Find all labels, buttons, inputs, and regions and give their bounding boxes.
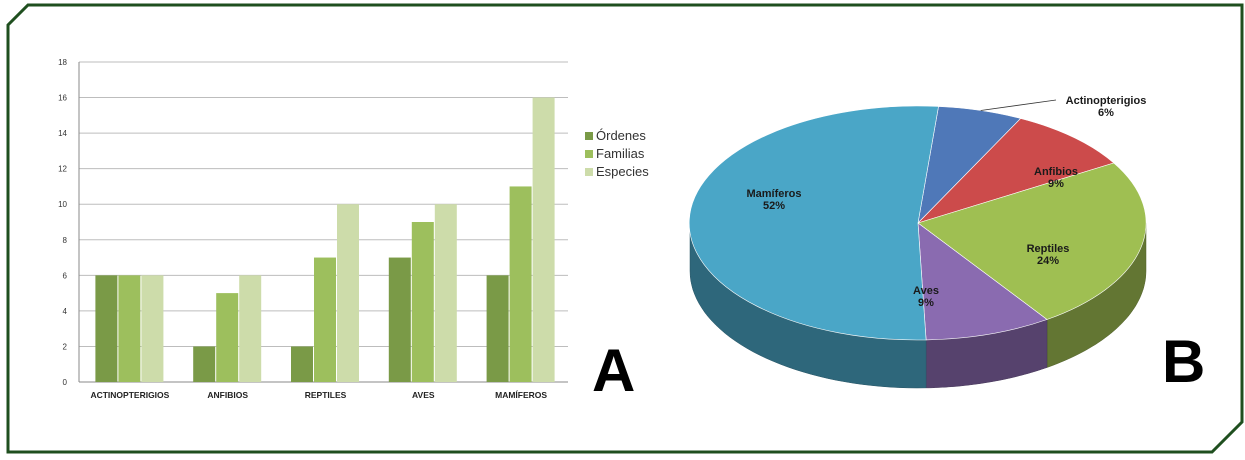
y-tick-label: 18 xyxy=(58,58,67,67)
bar xyxy=(434,204,457,382)
pie-slice-label: Anfibios xyxy=(1034,166,1078,178)
x-tick-label: ANFIBIOS xyxy=(207,390,248,400)
y-tick-label: 8 xyxy=(63,236,68,245)
bar xyxy=(532,97,555,383)
bar xyxy=(411,222,434,382)
pie-slice-label: Aves xyxy=(913,285,939,297)
x-tick-label: AVES xyxy=(412,390,435,400)
panel-letter-a: A xyxy=(592,337,635,404)
legend-swatch xyxy=(585,132,593,140)
bar xyxy=(291,346,313,382)
bar-chart: 0 2 4 6 8 10 12 14 16 18 ACTINOPTERIGIOS ANFIBIOS RE… xyxy=(58,58,649,400)
y-tick-label: 12 xyxy=(58,165,67,174)
bar xyxy=(141,275,164,382)
y-tick-label: 16 xyxy=(58,94,67,103)
legend-swatch xyxy=(585,168,593,176)
bar xyxy=(388,257,411,382)
legend-label: Familias xyxy=(596,146,645,161)
legend-label: Órdenes xyxy=(596,128,646,143)
panel-letter-b: B xyxy=(1162,328,1205,395)
legend-swatch xyxy=(585,150,593,158)
pie-slice-percent: 52% xyxy=(763,200,785,212)
y-tick-label: 6 xyxy=(63,271,68,280)
y-tick-label: 10 xyxy=(58,200,67,209)
pie-slice-percent: 9% xyxy=(918,297,934,309)
pie-slice xyxy=(917,222,1048,341)
bar xyxy=(216,293,239,382)
y-tick-label: 4 xyxy=(63,307,68,316)
pie-slice-label: Reptiles xyxy=(1027,243,1070,255)
x-tick-label: REPTILES xyxy=(305,390,347,400)
pie-slice-percent: 9% xyxy=(1048,178,1064,190)
pie-chart: Actinopterigios6%Anfibios9%Reptiles24%Av… xyxy=(688,95,1147,389)
pie-slice-percent: 6% xyxy=(1098,107,1114,119)
x-tick-label: ACTINOPTERIGIOS xyxy=(90,390,169,400)
pie-slice xyxy=(917,118,1115,224)
bar xyxy=(193,346,216,382)
y-tick-label: 0 xyxy=(63,378,68,387)
bar xyxy=(337,204,359,382)
legend-label: Especies xyxy=(596,164,649,179)
bar xyxy=(118,275,141,382)
bar xyxy=(95,275,118,382)
bar xyxy=(239,275,262,382)
x-tick-label: MAMÍFEROS xyxy=(495,390,547,400)
y-tick-label: 14 xyxy=(58,129,67,138)
pie-slice xyxy=(917,162,1147,320)
pie-slice-label: Mamíferos xyxy=(746,188,801,200)
pie-slice-percent: 24% xyxy=(1037,255,1059,267)
bar xyxy=(314,257,336,382)
pie-slice xyxy=(688,105,939,341)
y-tick-label: 2 xyxy=(63,342,68,351)
bar xyxy=(486,275,509,382)
pie-slice-label: Actinopterigios xyxy=(1066,95,1147,107)
leader-line xyxy=(980,99,1057,111)
bar xyxy=(509,186,532,382)
